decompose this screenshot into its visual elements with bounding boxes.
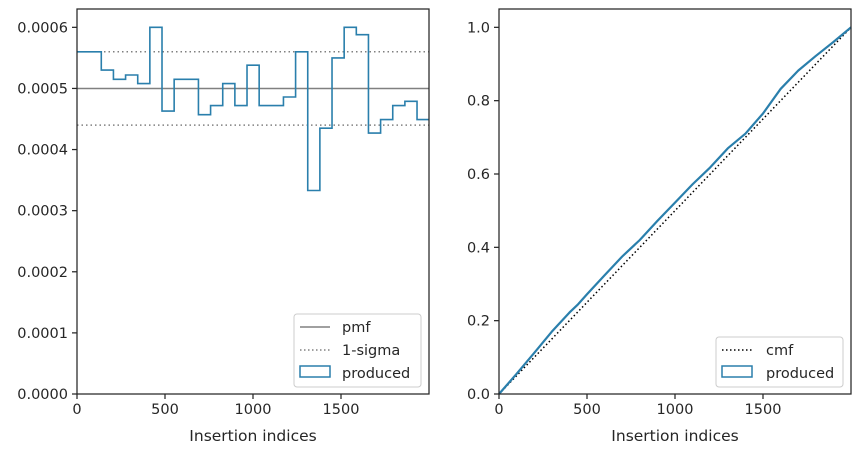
left-x-tick-label: 1500 [323, 402, 360, 418]
left-x-tick-label: 1000 [235, 402, 272, 418]
left-y-tick-label: 0.0001 [17, 326, 68, 342]
right-legend: cmf produced [715, 336, 844, 388]
right-x-ticks: 0 500 1000 1500 [494, 394, 781, 418]
left-x-axis-label: Insertion indices [189, 427, 316, 445]
right-y-tick-label: 0.2 [467, 314, 490, 330]
left-x-tick-label: 0 [72, 402, 81, 418]
cmf-line [498, 26, 852, 395]
produced-histogram-step [77, 26, 429, 192]
right-x-axis-label: Insertion indices [611, 427, 738, 445]
right-legend-produced-swatch [721, 365, 753, 378]
right-y-tick-label: 0.6 [467, 167, 490, 183]
left-y-tick-label: 0.0006 [17, 20, 68, 36]
left-y-tick-label: 0.0003 [17, 204, 68, 220]
left-x-tick-label: 500 [151, 402, 179, 418]
left-series-layer [77, 26, 429, 192]
right-x-tick-label: 500 [573, 402, 601, 418]
right-chart: 0 500 1000 1500 0.0 0.2 0.4 0.6 0.8 1.0 Insertio… [467, 8, 852, 445]
right-series-layer [498, 26, 852, 395]
produced-cumulative-line [498, 26, 852, 395]
right-y-tick-label: 0.8 [467, 94, 490, 110]
right-legend-produced-label: produced [766, 366, 834, 382]
left-y-tick-label: 0.0004 [17, 143, 68, 159]
left-legend-sigma-label: 1-sigma [342, 343, 400, 359]
right-x-tick-label: 1500 [745, 402, 782, 418]
right-x-tick-label: 1000 [657, 402, 694, 418]
right-y-tick-label: 0.0 [467, 387, 490, 403]
right-x-tick-label: 0 [494, 402, 503, 418]
left-y-tick-label: 0.0000 [17, 387, 68, 403]
right-legend-box [715, 336, 844, 388]
left-reference-lines [77, 51, 429, 126]
left-y-tick-label: 0.0002 [17, 265, 68, 281]
right-y-tick-label: 0.4 [467, 240, 490, 256]
left-legend-produced-swatch [299, 365, 331, 378]
left-legend-produced-label: produced [342, 366, 410, 382]
left-chart: 0 500 1000 1500 0.00000.00010.00020.00030.0… [17, 8, 430, 445]
left-x-ticks: 0 500 1000 1500 [72, 394, 359, 418]
left-legend-pmf-label: pmf [342, 320, 371, 336]
left-legend: pmf 1-sigma produced [293, 313, 422, 388]
left-y-ticks: 0.0000 0.0001 0.0002 0.0003 0.0004 0.0005 0.00… [17, 20, 77, 403]
right-y-ticks: 0.0 0.2 0.4 0.6 0.8 1.0 [467, 20, 499, 403]
left-legend-box [293, 313, 422, 388]
right-y-tick-label: 1.0 [467, 20, 490, 36]
right-legend-cmf-label: cmf [766, 343, 794, 359]
left-y-tick-label: 0.0005 [17, 81, 68, 97]
